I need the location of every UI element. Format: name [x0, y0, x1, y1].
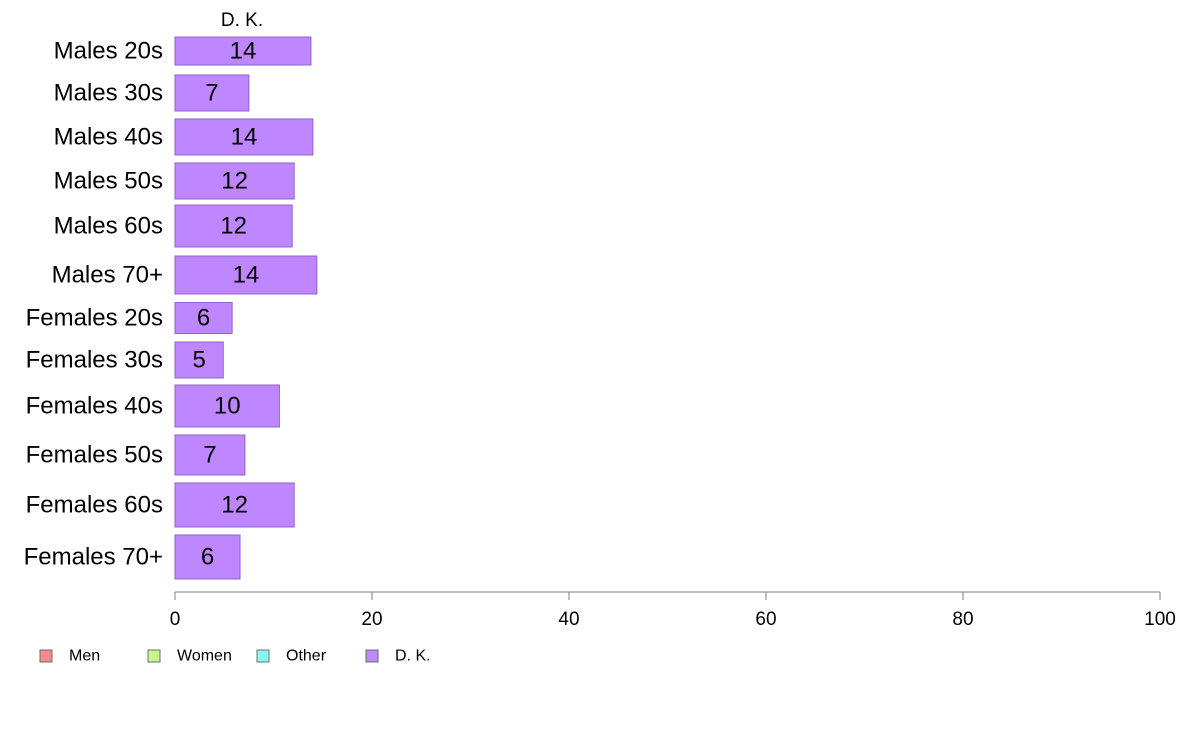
- data-label: 14: [230, 38, 257, 65]
- bar: [174, 118, 314, 156]
- category-label: Females 30s: [26, 347, 163, 374]
- x-tick-label: 20: [361, 609, 382, 630]
- legend-swatch: [256, 649, 270, 663]
- bar: [174, 341, 224, 379]
- bar: [174, 162, 295, 200]
- x-tick-label: 100: [1144, 609, 1176, 630]
- category-label: Males 30s: [54, 80, 163, 107]
- bar: [174, 384, 280, 428]
- bar: [174, 534, 241, 580]
- bar: [174, 74, 250, 112]
- bar: [174, 36, 312, 66]
- category-label: Females 20s: [26, 305, 163, 332]
- data-label: 14: [231, 124, 258, 151]
- category-label: Females 70+: [24, 544, 163, 571]
- legend-swatch: [147, 649, 161, 663]
- data-label: 14: [233, 262, 260, 289]
- legend-label: D. K.: [395, 648, 431, 665]
- x-tick-label: 60: [755, 609, 776, 630]
- category-label: Females 40s: [26, 393, 163, 420]
- category-label: Females 50s: [26, 442, 163, 469]
- data-label: 6: [201, 544, 214, 571]
- legend-label: Women: [177, 648, 232, 665]
- category-label: Females 60s: [26, 492, 163, 519]
- data-label: 12: [221, 492, 248, 519]
- bar: [174, 434, 246, 476]
- bar: [174, 255, 318, 295]
- legend-swatch: [39, 649, 53, 663]
- category-label: Males 40s: [54, 124, 163, 151]
- data-label: 10: [214, 393, 241, 420]
- category-label: Males 50s: [54, 168, 163, 195]
- x-tick-label: 80: [952, 609, 973, 630]
- data-label: 7: [205, 80, 218, 107]
- data-label: 12: [221, 168, 248, 195]
- data-label: 7: [203, 442, 216, 469]
- data-label: 12: [220, 213, 247, 240]
- x-tick-label: 40: [558, 609, 579, 630]
- legend-swatch: [365, 649, 379, 663]
- series-top-label: D. K.: [221, 10, 263, 31]
- bar: [174, 204, 293, 248]
- category-label: Males 20s: [54, 38, 163, 65]
- category-label: Males 60s: [54, 213, 163, 240]
- x-tick-label: 0: [170, 609, 181, 630]
- data-label: 5: [192, 347, 205, 374]
- data-label: 6: [197, 305, 210, 332]
- category-label: Males 70+: [52, 262, 163, 289]
- legend-label: Other: [286, 648, 327, 665]
- bar: [174, 302, 233, 334]
- bar: [174, 482, 295, 528]
- legend-label: Men: [69, 648, 100, 665]
